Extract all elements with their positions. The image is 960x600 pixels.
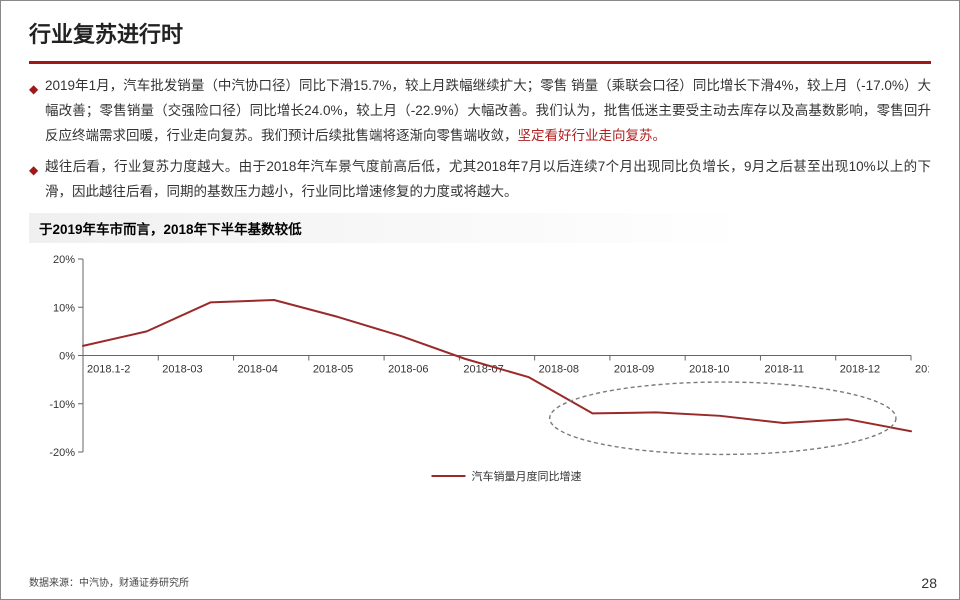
svg-text:2018-09: 2018-09 (614, 363, 654, 375)
paragraph-1: ◆ 2019年1月，汽车批发销量（中汽协口径）同比下滑15.7%，较上月跌幅继续… (29, 74, 931, 149)
title-underline (29, 61, 931, 64)
chart-container: -20% -10% 0% 10% 20% 2018.1-2 2018-03 2018-04 20… (29, 247, 931, 492)
svg-text:2018-08: 2018-08 (539, 363, 579, 375)
data-source: 数据来源：中汽协，财通证券研究所 (29, 574, 189, 589)
svg-text:2019-01: 2019-01 (915, 363, 929, 375)
line-chart: -20% -10% 0% 10% 20% 2018.1-2 2018-03 2018-04 20… (29, 247, 929, 492)
diamond-icon: ◆ (29, 159, 38, 181)
svg-text:2018-10: 2018-10 (689, 363, 729, 375)
svg-text:2018-04: 2018-04 (238, 363, 278, 375)
svg-text:2018.1-2: 2018.1-2 (87, 363, 130, 375)
svg-text:10%: 10% (53, 302, 75, 314)
page-title: 行业复苏进行时 (29, 17, 931, 49)
body-text: ◆ 2019年1月，汽车批发销量（中汽协口径）同比下滑15.7%，较上月跌幅继续… (1, 74, 959, 205)
svg-text:0%: 0% (59, 350, 75, 362)
svg-text:-20%: -20% (49, 447, 75, 459)
svg-text:2018-06: 2018-06 (388, 363, 428, 375)
svg-text:2018-07: 2018-07 (463, 363, 503, 375)
svg-text:20%: 20% (53, 254, 75, 266)
para2-prefix: 越往后看，行业复苏力度越大。由于2018年汽车景气度前高后低，尤其2018年7月… (45, 159, 931, 199)
paragraph-2: ◆ 越往后看，行业复苏力度越大。由于2018年汽车景气度前高后低，尤其2018年… (29, 155, 931, 205)
para1-highlight: 坚定看好行业走向复苏。 (518, 128, 667, 143)
diamond-icon: ◆ (29, 78, 38, 100)
svg-text:2018-12: 2018-12 (840, 363, 880, 375)
svg-text:2018-11: 2018-11 (764, 363, 804, 375)
svg-text:-10%: -10% (49, 399, 75, 411)
page-number: 28 (921, 575, 937, 591)
svg-text:2018-03: 2018-03 (162, 363, 202, 375)
chart-subtitle: 于2019年车市而言，2018年下半年基数较低 (29, 213, 931, 243)
para1-prefix: 2019年1月，汽车批发销量（中汽协口径）同比下滑15.7%，较上月跌幅继续扩大… (45, 78, 931, 143)
svg-text:2018-05: 2018-05 (313, 363, 353, 375)
svg-text:汽车销量月度同比增速: 汽车销量月度同比增速 (472, 469, 582, 483)
